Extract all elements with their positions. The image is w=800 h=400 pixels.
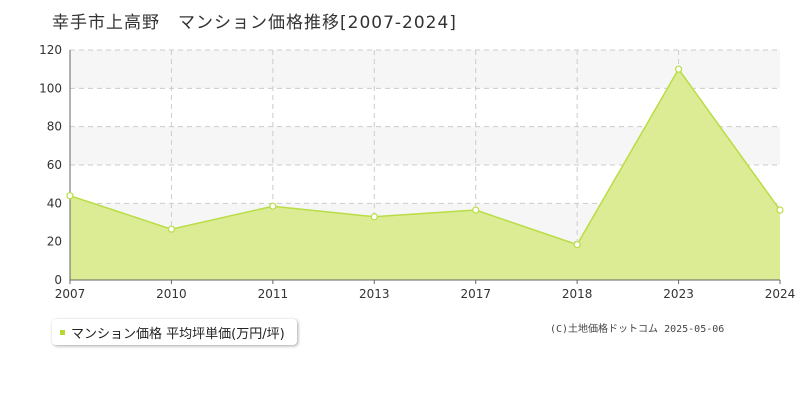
x-tick-label: 2017 — [460, 287, 491, 301]
data-point — [370, 213, 378, 221]
series-area — [70, 69, 780, 281]
data-point — [776, 206, 784, 214]
data-point — [66, 192, 74, 200]
x-tick-label: 2010 — [156, 287, 187, 301]
credit-text: (C)土地価格ドットコム 2025-05-06 — [550, 324, 725, 335]
price-chart: 0 20 40 60 80 100 120 2007 2010 2011 2013 2017 2018 2… — [39, 43, 796, 301]
grid-band — [70, 50, 780, 89]
x-tick-label: 2013 — [359, 287, 390, 301]
y-tick-label: 60 — [47, 158, 62, 172]
data-point — [472, 206, 480, 214]
y-tick-label: 20 — [47, 235, 62, 249]
x-tick-label: 2011 — [258, 287, 289, 301]
y-tick-label: 40 — [47, 196, 62, 210]
chart-title: 幸手市上高野 マンション価格推移[2007-2024] — [52, 13, 457, 33]
y-tick-label: 120 — [39, 43, 62, 57]
legend-marker-icon — [60, 329, 65, 335]
x-tick-label: 2023 — [663, 287, 694, 301]
data-point — [269, 202, 277, 210]
x-tick-label: 2007 — [55, 287, 86, 301]
series-line — [69, 67, 781, 246]
legend: マンション価格 平均坪単価(万円/坪) — [52, 319, 297, 345]
y-tick-label: 100 — [39, 81, 62, 95]
data-point — [674, 65, 683, 73]
legend-label: マンション価格 平均坪単価(万円/坪) — [71, 326, 285, 342]
data-point — [167, 225, 176, 233]
data-point — [573, 240, 581, 249]
y-tick-label: 0 — [54, 273, 62, 287]
x-tick-label: 2018 — [562, 287, 593, 301]
y-tick-label: 80 — [47, 120, 62, 134]
x-tick-label: 2024 — [765, 287, 796, 301]
